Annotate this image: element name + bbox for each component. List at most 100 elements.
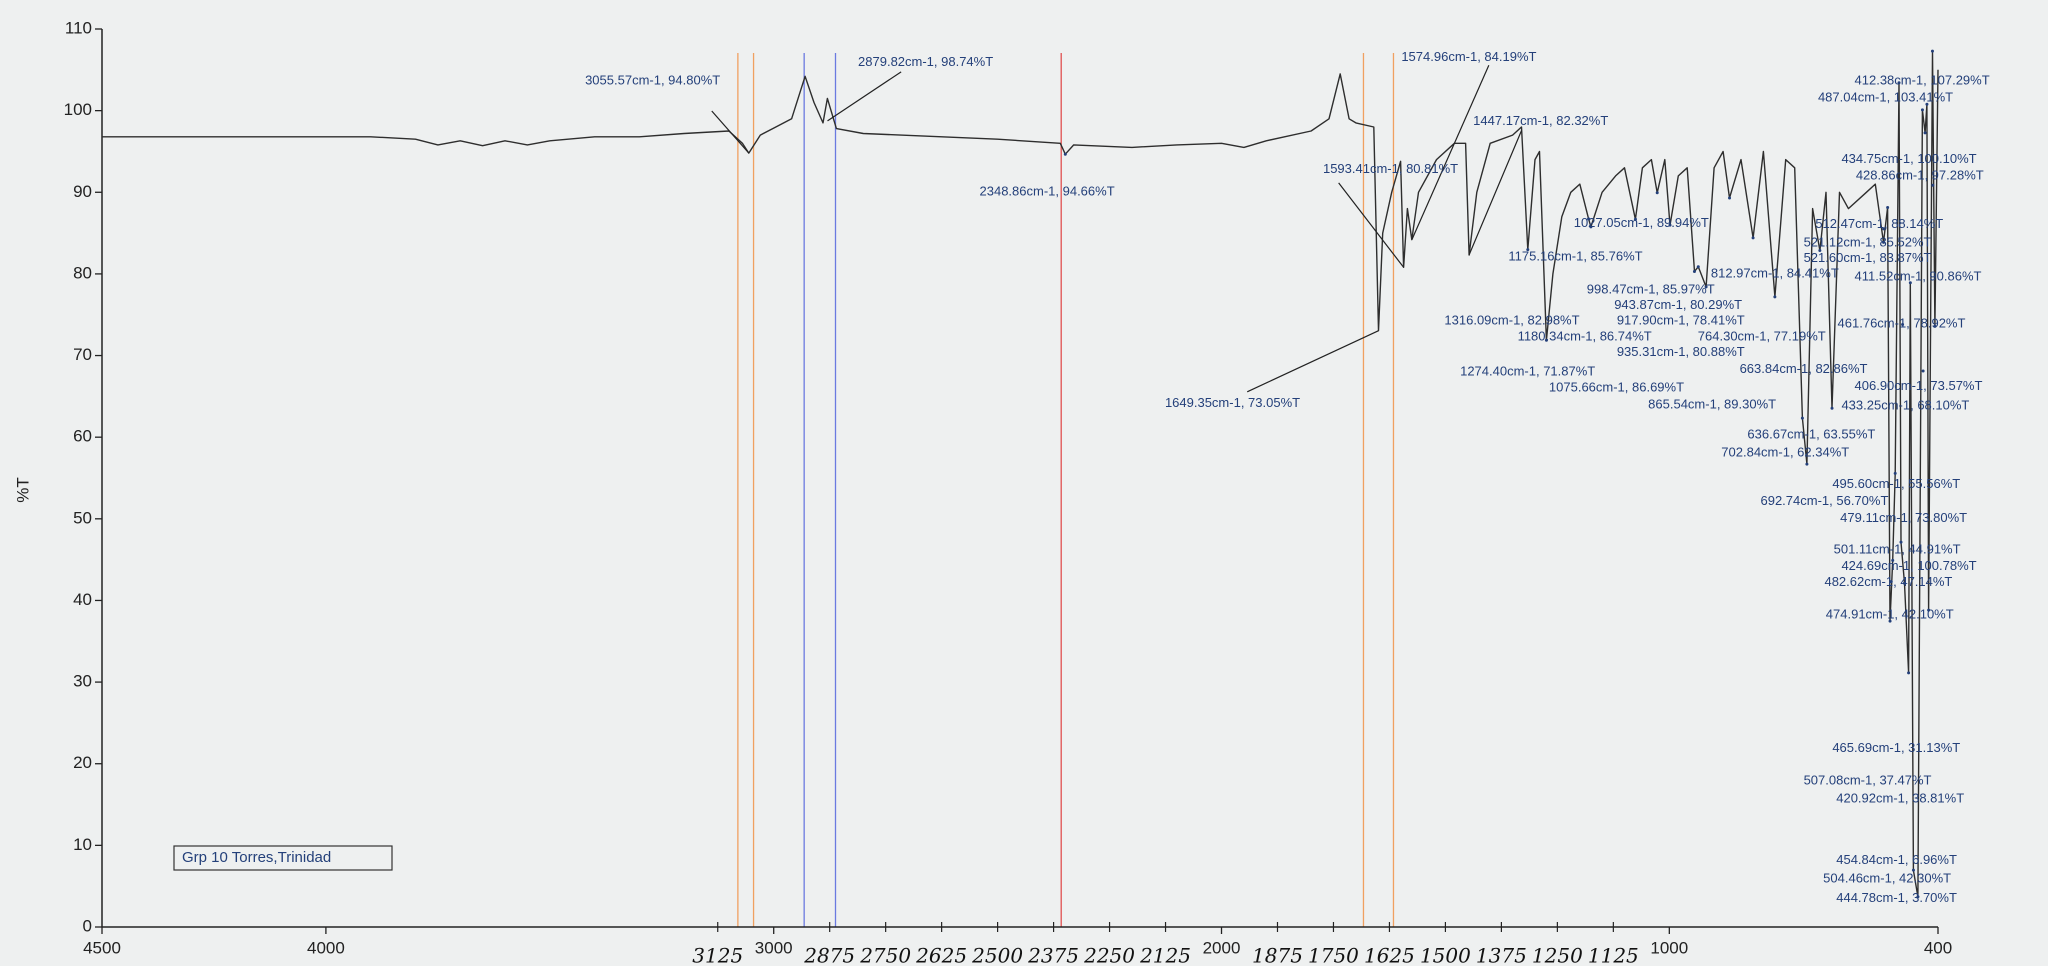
annotation-point [1933,324,1937,328]
y-tick-label: 0 [83,916,92,935]
annotation-point [1633,217,1637,221]
annotation-label: 424.69cm-1, 100.78%T [1841,558,1976,573]
annotation-label: 454.84cm-1, 6.96%T [1836,852,1957,867]
handwritten-tick-label: 2250 [1083,944,1135,966]
annotation-label: 998.47cm-1, 85.97%T [1587,281,1715,296]
annotation-label: 487.04cm-1, 103.41%T [1818,89,1953,104]
annotation-label: 917.90cm-1, 78.41%T [1617,313,1745,328]
annotation-label: 812.97cm-1, 84.41%T [1711,266,1839,281]
y-tick-label: 10 [73,835,92,854]
annotation-point [1901,323,1905,327]
annotation-label: 501.11cm-1, 44.91%T [1834,541,1961,556]
annotation-point [1925,102,1929,106]
annotation-leader [1468,130,1523,256]
handwritten-tick-label: 1125 [1588,944,1639,966]
annotation-label: 406.90cm-1, 73.57%T [1855,378,1983,393]
handwritten-tick-label: 2500 [971,944,1023,966]
annotation-point [1773,295,1777,299]
annotation-label: 1316.09cm-1, 82.98%T [1444,313,1579,328]
handwritten-tick-label: 2125 [1139,944,1191,966]
y-tick-label: 80 [73,263,92,282]
y-tick-label: 100 [64,100,92,119]
annotation-label: 444.78cm-1, 3.70%T [1836,890,1957,905]
annotation-point [1728,196,1732,200]
annotation-label: 428.86cm-1, 97.28%T [1856,168,1984,183]
annotation-label: 507.08cm-1, 37.47%T [1804,772,1932,787]
handwritten-tick-label: 2875 [803,944,855,966]
annotation-label: 479.11cm-1, 73.80%T [1840,510,1967,525]
y-tick-label: 90 [73,182,92,201]
annotation-label: 764.30cm-1, 77.19%T [1698,328,1826,343]
handwritten-tick-label: 1250 [1532,944,1583,966]
annotation-label: 411.52cm-1, 90.86%T [1855,268,1982,283]
y-tick-label: 70 [73,345,92,364]
annotation-leader [711,110,750,154]
x-tick-label: 2000 [1203,938,1241,957]
annotation-point [1889,580,1893,584]
annotation-point [1544,338,1548,342]
annotation-point [1655,191,1659,195]
annotation-point [1891,558,1895,562]
annotation-label: 2348.86cm-1, 94.66%T [980,183,1115,198]
annotation-label: 3055.57cm-1, 94.80%T [585,72,720,87]
handwritten-tick-label: 1875 [1252,944,1303,966]
annotation-point [1751,236,1755,240]
annotation-label: 2879.82cm-1, 98.74%T [858,54,993,69]
annotation-label: 1027.05cm-1, 89.94%T [1574,215,1709,230]
annotation-label: 1649.35cm-1, 73.05%T [1165,395,1300,410]
annotation-label: 1274.40cm-1, 71.87%T [1460,364,1595,379]
annotation-label: 482.62cm-1, 47.14%T [1824,574,1952,589]
y-tick-label: 30 [73,672,92,691]
annotation-point [1805,462,1809,466]
annotation-point [1830,406,1834,410]
handwritten-tick-label: 2625 [915,944,967,966]
annotation-point [1907,671,1911,675]
annotation-label: 420.92cm-1, 38.81%T [1836,791,1964,806]
annotation-point [1882,227,1886,231]
annotation-label: 495.60cm-1, 55.56%T [1832,476,1960,491]
annotation-point [1696,265,1700,269]
handwritten-tick-label: 1500 [1420,944,1471,966]
x-tick-label: 400 [1924,938,1952,957]
annotation-point [1704,285,1708,289]
annotation-point [1923,131,1927,135]
annotation-label: 702.84cm-1, 62.34%T [1721,445,1849,460]
y-tick-label: 60 [73,427,92,446]
annotation-point [1931,183,1935,187]
annotation-label: 521.60cm-1, 83.87%T [1804,250,1932,265]
annotation-label: 935.31cm-1, 80.88%T [1617,344,1745,359]
annotation-point [1886,205,1890,209]
annotation-label: 1574.96cm-1, 84.19%T [1401,49,1536,64]
y-tick-label: 50 [73,508,92,527]
annotation-point [1927,608,1931,612]
annotation-leader [1338,182,1405,268]
annotation-label: 692.74cm-1, 56.70%T [1760,493,1888,508]
y-axis-label: %T [13,477,32,503]
handwritten-tick-label: 1625 [1364,944,1415,966]
annotation-point [1911,868,1915,872]
annotation-point [1921,369,1925,373]
handwritten-tick-label: 1750 [1308,944,1359,966]
annotation-point [1800,416,1804,420]
annotation-leader [1246,330,1379,393]
annotation-label: 1593.41cm-1, 80.81%T [1323,161,1458,176]
y-tick-label: 110 [65,18,92,37]
annotation-point [1902,581,1906,585]
annotation-label: 1447.17cm-1, 82.32%T [1473,113,1608,128]
annotation-label: 521.12cm-1, 85.52%T [1804,234,1932,249]
y-tick-label: 40 [73,590,92,609]
annotation-point [1908,281,1912,285]
annotation-point [1899,540,1903,544]
x-tick-label: 1000 [1650,938,1688,957]
annotation-point [1888,619,1892,623]
annotation-label: 412.38cm-1, 107.29%T [1855,72,1990,87]
x-tick-label: 3000 [755,938,793,957]
annotation-point [1692,270,1696,274]
annotation-leader [1411,65,1490,240]
handwritten-tick-label: 2375 [1027,944,1079,966]
annotation-point [1882,240,1886,244]
annotation-leader [827,71,902,122]
annotation-point [1916,895,1920,899]
annotation-point [1818,249,1822,253]
